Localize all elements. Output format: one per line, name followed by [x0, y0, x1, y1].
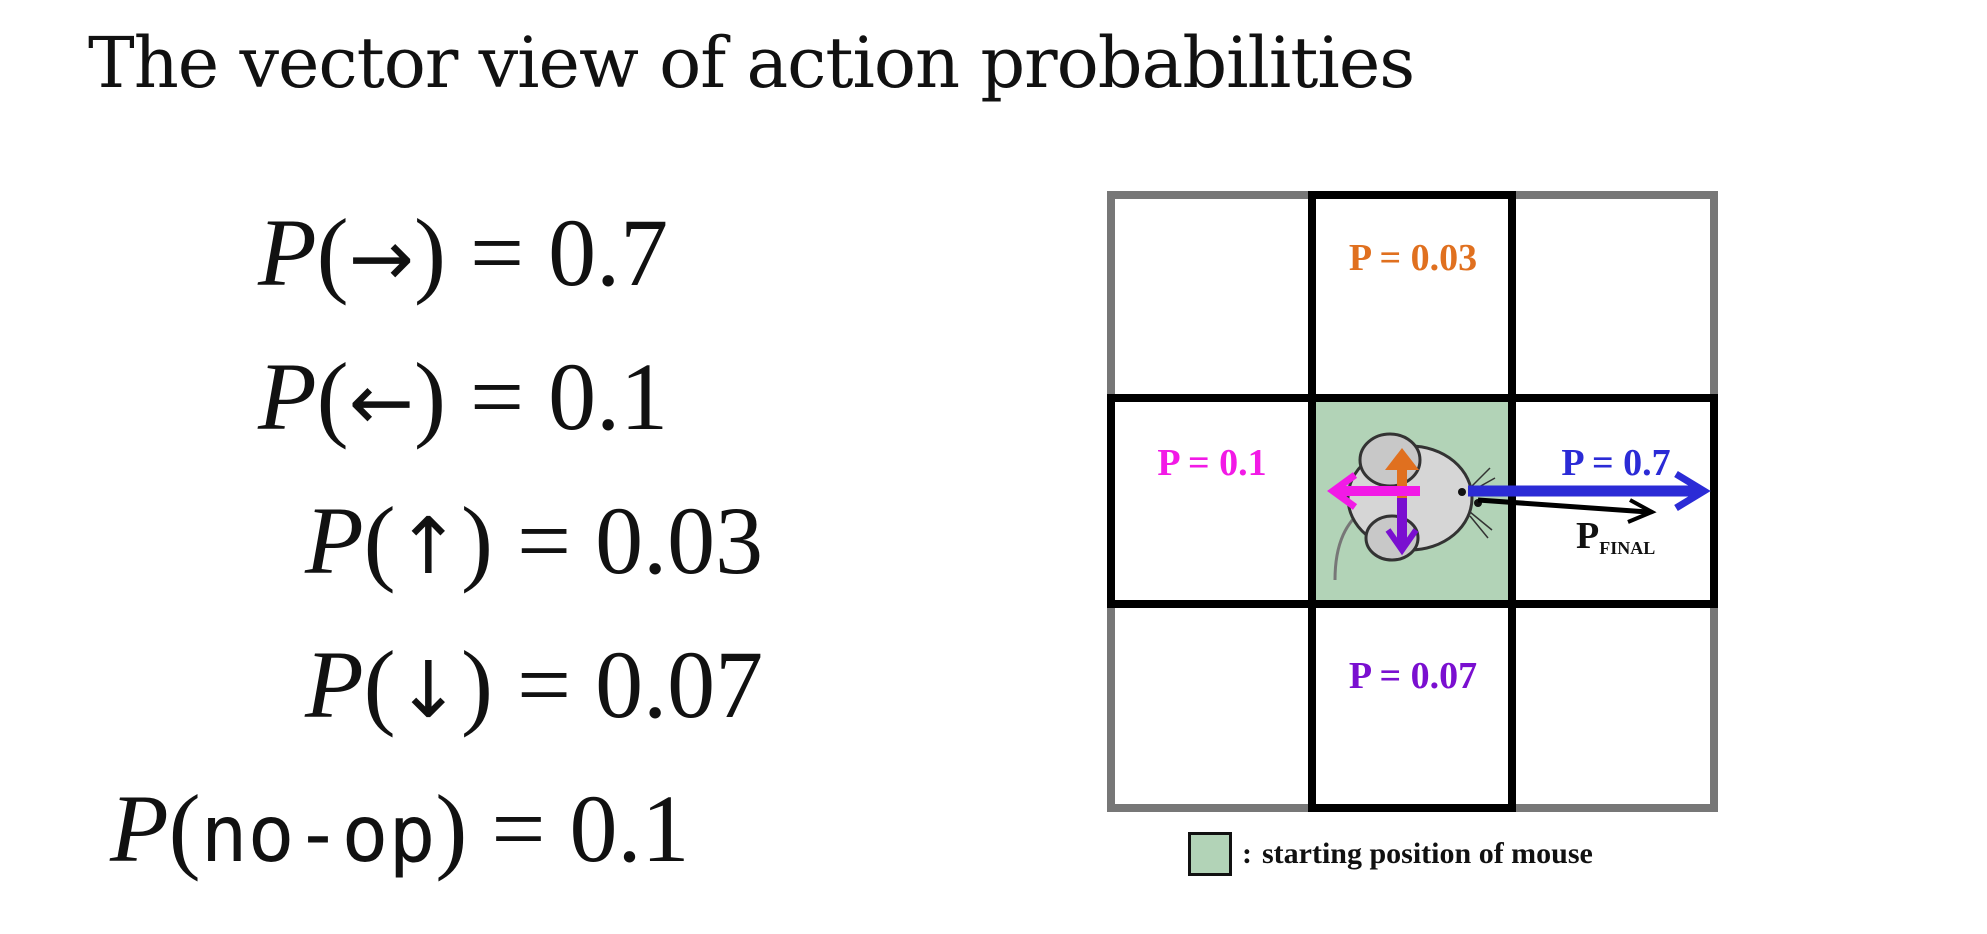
- slide-title: The vector view of action probabilities: [88, 22, 1415, 104]
- arrow-final: [1477, 497, 1657, 524]
- label-right: P = 0.7: [1561, 442, 1670, 484]
- arrow-down: [1385, 498, 1419, 556]
- cell-up: [1308, 191, 1516, 402]
- equation-left: P(←) = 0.1: [258, 343, 669, 450]
- equation-value: 0.1: [569, 775, 690, 882]
- label-final-sub: FINAL: [1599, 538, 1655, 558]
- equation-var: P: [258, 343, 317, 450]
- arrow-left: [1327, 472, 1420, 510]
- right-arrow-symbol: →: [348, 214, 414, 304]
- label-final-main: P: [1576, 515, 1599, 557]
- equation-right: P(→) = 0.7: [258, 199, 669, 306]
- cell-middle-row: [1107, 394, 1718, 608]
- label-left: P = 0.1: [1157, 442, 1266, 484]
- legend: : starting position of mouse: [1188, 832, 1593, 876]
- mouse-eye: [1458, 488, 1466, 496]
- arrow-right: [1468, 471, 1711, 511]
- equation-up: P(↑) = 0.03: [305, 487, 764, 594]
- up-arrow-symbol: ↑: [395, 502, 461, 592]
- equation-value: 0.03: [595, 487, 764, 594]
- left-arrow-symbol: ←: [348, 358, 414, 448]
- equation-var: P: [305, 631, 364, 738]
- equation-var: P: [305, 487, 364, 594]
- legend-colon: :: [1242, 837, 1252, 870]
- label-down: P = 0.07: [1349, 655, 1477, 697]
- noop-symbol: no-op: [200, 790, 436, 880]
- equation-var: P: [258, 199, 317, 306]
- equation-value: 0.1: [548, 343, 669, 450]
- down-arrow-symbol: ↓: [395, 646, 461, 736]
- cell-down: [1308, 600, 1516, 812]
- mouse-whiskers: [1469, 467, 1496, 539]
- equation-noop: P(no-op) = 0.1: [110, 775, 690, 882]
- arrow-up: [1385, 448, 1419, 505]
- legend-swatch: [1188, 832, 1232, 876]
- label-up: P = 0.03: [1349, 237, 1477, 279]
- equation-value: 0.7: [548, 199, 669, 306]
- equation-var: P: [110, 775, 169, 882]
- equation-down: P(↓) = 0.07: [305, 631, 764, 738]
- legend-text: starting position of mouse: [1262, 837, 1593, 870]
- label-final: PFINAL: [1576, 515, 1655, 558]
- equation-value: 0.07: [595, 631, 764, 738]
